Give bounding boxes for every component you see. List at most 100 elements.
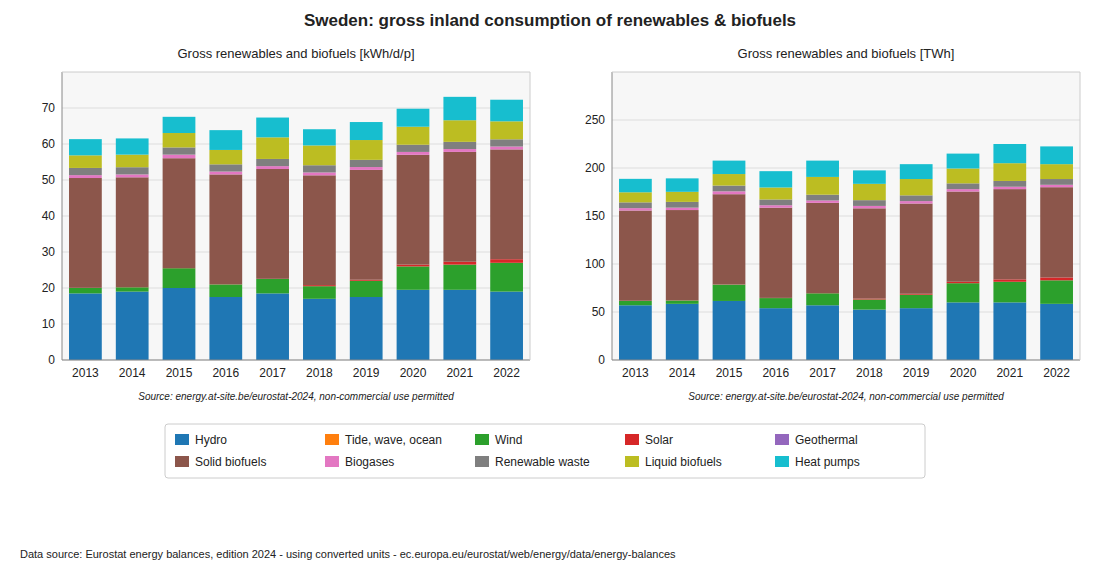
bar-segment xyxy=(303,129,336,145)
grid-line xyxy=(612,120,1080,121)
bar-segment xyxy=(947,154,980,169)
chart-root: Sweden: gross inland consumption of rene… xyxy=(0,0,1100,572)
chart-svg: Sweden: gross inland consumption of rene… xyxy=(0,0,1100,572)
main-title: Sweden: gross inland consumption of rene… xyxy=(304,11,796,30)
bar-segment xyxy=(619,305,652,360)
x-tick-label: 2022 xyxy=(493,366,520,380)
bar-segment xyxy=(116,287,149,291)
bar-segment xyxy=(806,203,839,293)
x-tick-label: 2013 xyxy=(72,366,99,380)
x-tick-label: 2019 xyxy=(903,366,930,380)
bar-segment xyxy=(443,149,476,152)
y-tick-label: 40 xyxy=(42,209,56,223)
bar-segment xyxy=(853,200,886,206)
bar-segment xyxy=(1040,187,1073,277)
y-tick-label: 250 xyxy=(585,113,605,127)
legend-swatch xyxy=(475,456,489,467)
y-tick-label: 30 xyxy=(42,245,56,259)
bar-segment xyxy=(490,139,523,146)
bar-segment xyxy=(666,192,699,202)
x-tick-label: 2013 xyxy=(622,366,649,380)
bar-segment xyxy=(350,297,383,360)
bar-segment xyxy=(163,288,196,360)
bar-segment xyxy=(993,282,1026,303)
bar-segment xyxy=(853,206,886,208)
y-tick-label: 0 xyxy=(48,353,55,367)
x-tick-label: 2014 xyxy=(119,366,146,380)
bar-segment xyxy=(947,192,980,282)
bar-segment xyxy=(209,164,242,171)
bar-segment xyxy=(397,155,430,265)
bar-segment xyxy=(397,290,430,360)
x-tick-label: 2020 xyxy=(950,366,977,380)
bar-segment xyxy=(619,301,652,305)
bar-segment xyxy=(303,175,336,285)
bar-segment xyxy=(713,194,746,284)
x-tick-label: 2015 xyxy=(166,366,193,380)
bar-segment xyxy=(666,208,699,210)
legend-swatch xyxy=(175,434,189,445)
legend-label: Biogases xyxy=(345,455,394,469)
bar-segment xyxy=(947,189,980,191)
bar-segment xyxy=(666,300,699,303)
bar-segment xyxy=(993,279,1026,281)
bar-segment xyxy=(397,152,430,155)
bar-segment xyxy=(947,183,980,189)
bar-segment xyxy=(900,179,933,195)
bar-segment xyxy=(490,292,523,360)
y-axis-line xyxy=(62,72,63,360)
legend-swatch xyxy=(475,434,489,445)
bar-segment xyxy=(853,310,886,360)
bar-segment xyxy=(163,268,196,288)
x-tick-label: 2015 xyxy=(716,366,743,380)
bar-segment xyxy=(490,263,523,292)
bar-segment xyxy=(713,301,746,360)
bar-segment xyxy=(209,284,242,297)
bar-segment xyxy=(806,200,839,202)
plot-top-edge xyxy=(62,72,530,73)
grid-line xyxy=(62,360,530,361)
legend-label: Wind xyxy=(495,433,522,447)
bar-segment xyxy=(759,208,792,298)
bar-segment xyxy=(947,302,980,360)
bar-segment xyxy=(350,140,383,160)
bar-segment xyxy=(163,117,196,133)
bar-segment xyxy=(116,138,149,154)
bar-segment xyxy=(490,100,523,122)
x-tick-label: 2022 xyxy=(1043,366,1070,380)
x-tick-label: 2019 xyxy=(353,366,380,380)
bar-segment xyxy=(163,155,196,159)
x-tick-label: 2016 xyxy=(212,366,239,380)
bar-segment xyxy=(209,130,242,150)
bar-segment xyxy=(350,281,383,297)
bar-segment xyxy=(256,166,289,169)
bar-segment xyxy=(303,165,336,172)
bar-segment xyxy=(397,127,430,145)
bars xyxy=(69,97,523,360)
bar-segment xyxy=(69,178,102,288)
legend-swatch xyxy=(775,434,789,445)
bar-segment xyxy=(759,171,792,187)
legend-swatch xyxy=(325,434,339,445)
legend-label: Solar xyxy=(645,433,673,447)
bar-segment xyxy=(303,299,336,360)
x-tick-label: 2014 xyxy=(669,366,696,380)
panel-title: Gross renewables and biofuels [kWh/d/p] xyxy=(177,46,414,61)
bar-segment xyxy=(993,181,1026,187)
bar-segment xyxy=(256,118,289,138)
y-tick-label: 0 xyxy=(598,353,605,367)
legend-label: Liquid biofuels xyxy=(645,455,722,469)
bar-segment xyxy=(993,163,1026,181)
legend-label: Geothermal xyxy=(795,433,858,447)
bar-segment xyxy=(209,174,242,284)
bar-segment xyxy=(713,174,746,186)
bar-segment xyxy=(900,201,933,203)
bar-segment xyxy=(256,279,289,293)
y-tick-label: 50 xyxy=(592,305,606,319)
bar-segment xyxy=(69,155,102,168)
bar-segment xyxy=(350,122,383,140)
bar-segment xyxy=(619,179,652,192)
legend-swatch xyxy=(775,456,789,467)
bar-segment xyxy=(993,189,1026,279)
bar-segment xyxy=(947,283,980,302)
